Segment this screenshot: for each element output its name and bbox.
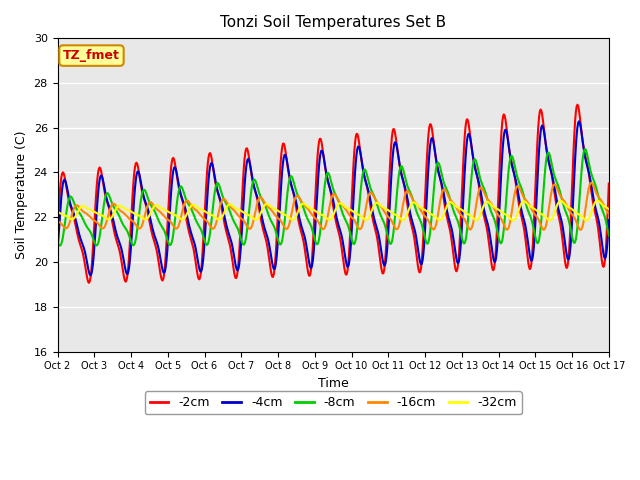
- Line: -32cm: -32cm: [58, 201, 609, 221]
- -4cm: [177, 192, 185, 198]
- Line: -4cm: -4cm: [58, 121, 609, 276]
- -8cm: [581, 146, 589, 152]
- -4cm: [86, 273, 94, 278]
- -8cm: [54, 240, 61, 245]
- -2cm: [121, 278, 129, 284]
- -4cm: [605, 217, 612, 223]
- X-axis label: Time: Time: [318, 377, 349, 390]
- -16cm: [205, 222, 213, 228]
- -32cm: [177, 216, 184, 221]
- -16cm: [120, 211, 128, 216]
- -2cm: [63, 191, 71, 197]
- -32cm: [205, 211, 213, 217]
- -16cm: [400, 196, 408, 202]
- Y-axis label: Soil Temperature (C): Soil Temperature (C): [15, 131, 28, 259]
- -8cm: [401, 174, 409, 180]
- -2cm: [573, 102, 581, 108]
- -16cm: [588, 180, 595, 186]
- -4cm: [206, 164, 214, 169]
- -8cm: [65, 199, 72, 204]
- -8cm: [56, 243, 63, 249]
- -2cm: [85, 280, 93, 286]
- -32cm: [593, 198, 601, 204]
- -32cm: [120, 205, 128, 211]
- -16cm: [54, 218, 61, 224]
- -2cm: [401, 186, 409, 192]
- -32cm: [54, 209, 61, 215]
- Line: -16cm: -16cm: [58, 183, 609, 230]
- -4cm: [54, 248, 61, 253]
- Line: -8cm: -8cm: [58, 149, 609, 246]
- -16cm: [577, 227, 584, 233]
- -4cm: [121, 264, 129, 270]
- -4cm: [575, 119, 583, 124]
- -32cm: [417, 204, 424, 210]
- -16cm: [605, 211, 612, 217]
- -32cm: [605, 206, 612, 212]
- Title: Tonzi Soil Temperatures Set B: Tonzi Soil Temperatures Set B: [220, 15, 446, 30]
- -16cm: [63, 225, 71, 230]
- -32cm: [400, 217, 408, 223]
- -2cm: [177, 193, 185, 199]
- -16cm: [177, 217, 184, 223]
- -4cm: [63, 188, 71, 193]
- -16cm: [417, 206, 424, 212]
- -4cm: [401, 184, 409, 190]
- Legend: -2cm, -4cm, -8cm, -16cm, -32cm: -2cm, -4cm, -8cm, -16cm, -32cm: [145, 391, 522, 414]
- -8cm: [206, 230, 214, 236]
- -4cm: [417, 262, 425, 267]
- -8cm: [605, 233, 612, 239]
- -2cm: [417, 265, 425, 271]
- -2cm: [605, 181, 612, 187]
- -2cm: [54, 226, 61, 231]
- Text: TZ_fmet: TZ_fmet: [63, 49, 120, 62]
- -8cm: [121, 225, 129, 230]
- -2cm: [206, 150, 214, 156]
- -8cm: [417, 219, 425, 225]
- Line: -2cm: -2cm: [58, 105, 609, 283]
- -8cm: [177, 183, 185, 189]
- -32cm: [583, 218, 591, 224]
- -32cm: [63, 214, 71, 219]
